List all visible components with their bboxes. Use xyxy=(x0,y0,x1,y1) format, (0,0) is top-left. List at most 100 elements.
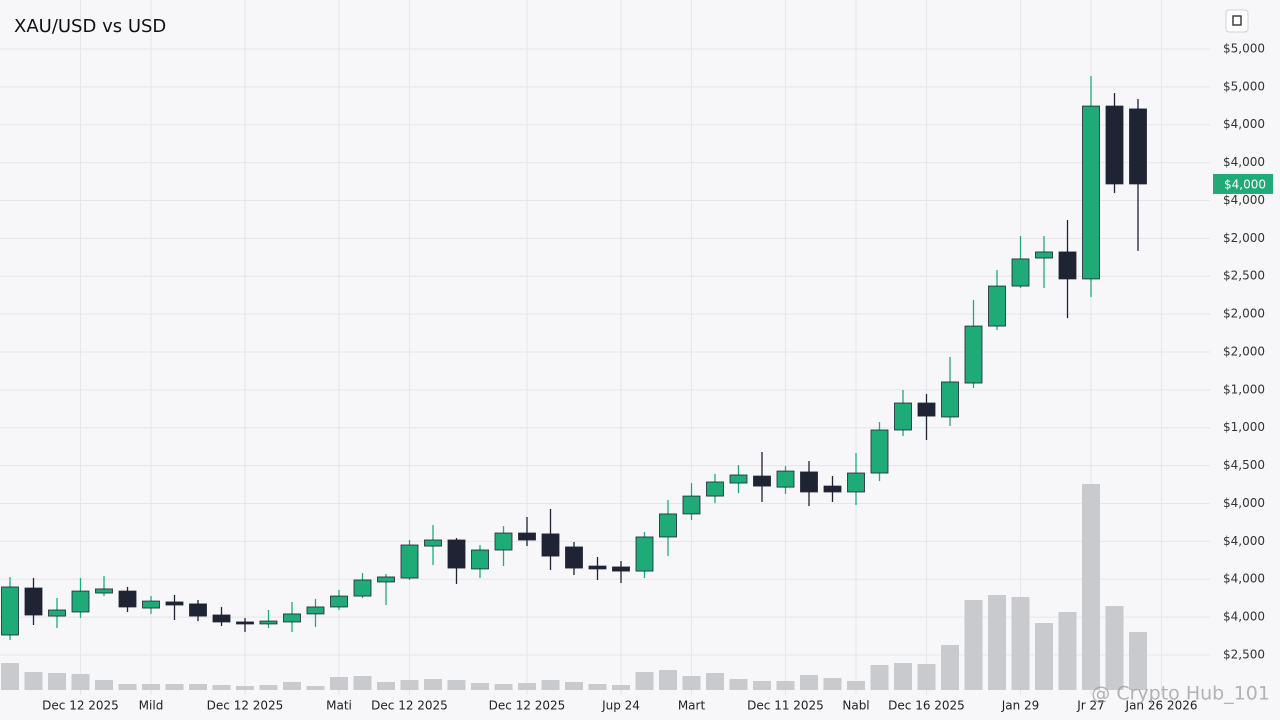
price-tag-box xyxy=(1213,173,1273,194)
candle-body xyxy=(894,402,912,431)
candle-body xyxy=(1035,251,1053,259)
y-tick-label: $2,000 xyxy=(1223,307,1265,321)
volume-bar xyxy=(729,679,748,690)
volume-bar xyxy=(118,684,137,690)
volume-bar xyxy=(212,685,231,690)
candle-body xyxy=(870,429,889,474)
candle-body xyxy=(353,579,372,597)
y-tick-label: $4,000 xyxy=(1223,534,1265,548)
volume-bar xyxy=(71,674,90,690)
x-tick-label: Mild xyxy=(139,699,164,713)
chart-title: XAU/USD vs USD xyxy=(14,16,166,37)
volume-bar xyxy=(142,684,160,690)
y-tick-label: $4,000 xyxy=(1223,117,1265,131)
candle-body xyxy=(212,614,231,623)
x-tick-label: Dec 12 2025 xyxy=(371,699,448,713)
candle-body xyxy=(1,586,19,636)
button-icon xyxy=(1232,15,1242,26)
volume-bar xyxy=(753,681,771,690)
candle-body xyxy=(964,325,983,384)
volume-bar xyxy=(1129,632,1147,690)
price-tag: $4,000 xyxy=(1224,177,1266,191)
candle-body xyxy=(565,546,583,569)
volume-bar xyxy=(1011,597,1030,690)
volume-bar xyxy=(659,670,677,690)
volume-bar xyxy=(330,677,348,690)
x-tick-label: Dec 12 2025 xyxy=(207,699,284,713)
candle-body xyxy=(283,613,301,623)
candle-body xyxy=(917,402,936,417)
volume-bar xyxy=(706,673,724,690)
candle-body xyxy=(988,285,1006,327)
volume-bar xyxy=(95,680,113,690)
candle-body xyxy=(729,474,748,484)
x-tick-label: Dec 12 2025 xyxy=(489,699,566,713)
candle-body xyxy=(71,590,90,613)
candle-body xyxy=(330,595,348,608)
y-tick-label: $4,000 xyxy=(1223,496,1265,510)
volume-layer xyxy=(1,484,1147,690)
candle-body xyxy=(95,588,113,594)
candle-body xyxy=(494,532,513,551)
volume-bar xyxy=(800,675,818,690)
candle-body xyxy=(118,590,137,608)
volume-bar xyxy=(612,685,630,690)
x-tick-label: Nabl xyxy=(842,699,869,713)
settings-button[interactable] xyxy=(1225,9,1249,33)
volume-bar xyxy=(24,672,43,690)
candle-body xyxy=(306,606,325,615)
volume-bar xyxy=(682,676,701,690)
candle-body xyxy=(1011,258,1030,287)
y-tick-label: $5,000 xyxy=(1223,41,1265,55)
candle-body xyxy=(941,381,959,418)
x-tick-label: Jr 27 xyxy=(1076,699,1105,713)
candle-body xyxy=(1105,105,1124,185)
candle-body xyxy=(847,472,865,493)
candle-body xyxy=(259,620,278,625)
volume-bar xyxy=(870,665,889,690)
volume-bar xyxy=(964,600,983,690)
x-tick-label: Mart xyxy=(678,699,706,713)
x-tick-label: Dec 12 2025 xyxy=(42,699,119,713)
candle-body xyxy=(189,603,207,617)
volume-bar xyxy=(541,680,560,690)
candle-body xyxy=(706,481,724,497)
candle-body xyxy=(612,566,630,572)
volume-bar xyxy=(377,682,395,690)
candle-body xyxy=(400,544,419,579)
y-tick-label: $4,000 xyxy=(1223,572,1265,586)
button-frame[interactable] xyxy=(1225,9,1249,33)
candle-body xyxy=(588,565,607,570)
y-tick-label: $2,000 xyxy=(1223,231,1265,245)
volume-bar xyxy=(565,682,583,690)
candle-body xyxy=(823,485,842,493)
volume-bar xyxy=(518,683,536,690)
candle-body xyxy=(682,495,701,515)
x-tick-label: Dec 16 2025 xyxy=(888,699,965,713)
y-tick-label: $2,500 xyxy=(1223,648,1265,662)
candle-body xyxy=(659,513,677,538)
volume-bar xyxy=(1082,484,1100,690)
volume-bar xyxy=(1058,612,1077,690)
y-tick-label: $2,000 xyxy=(1223,344,1265,358)
y-tick-label: $4,000 xyxy=(1223,610,1265,624)
volume-bar xyxy=(165,684,184,690)
candle-body xyxy=(1058,251,1077,280)
volume-bar xyxy=(48,673,66,690)
volume-bar xyxy=(189,684,207,690)
volume-bar xyxy=(917,664,936,690)
volume-bar xyxy=(635,672,654,690)
candle-body xyxy=(753,475,771,487)
y-tick-label: $1,000 xyxy=(1223,420,1265,434)
candle-body xyxy=(377,576,395,583)
y-tick-label: $4,000 xyxy=(1223,193,1265,207)
volume-bar xyxy=(353,676,372,690)
candle-layer xyxy=(1,76,1147,640)
x-tick-label: Jan 29 xyxy=(1001,699,1040,713)
x-tick-label: Jup 24 xyxy=(601,699,640,713)
y-tick-label: $4,000 xyxy=(1223,155,1265,169)
candle-body xyxy=(518,532,536,541)
candle-body xyxy=(541,533,560,557)
